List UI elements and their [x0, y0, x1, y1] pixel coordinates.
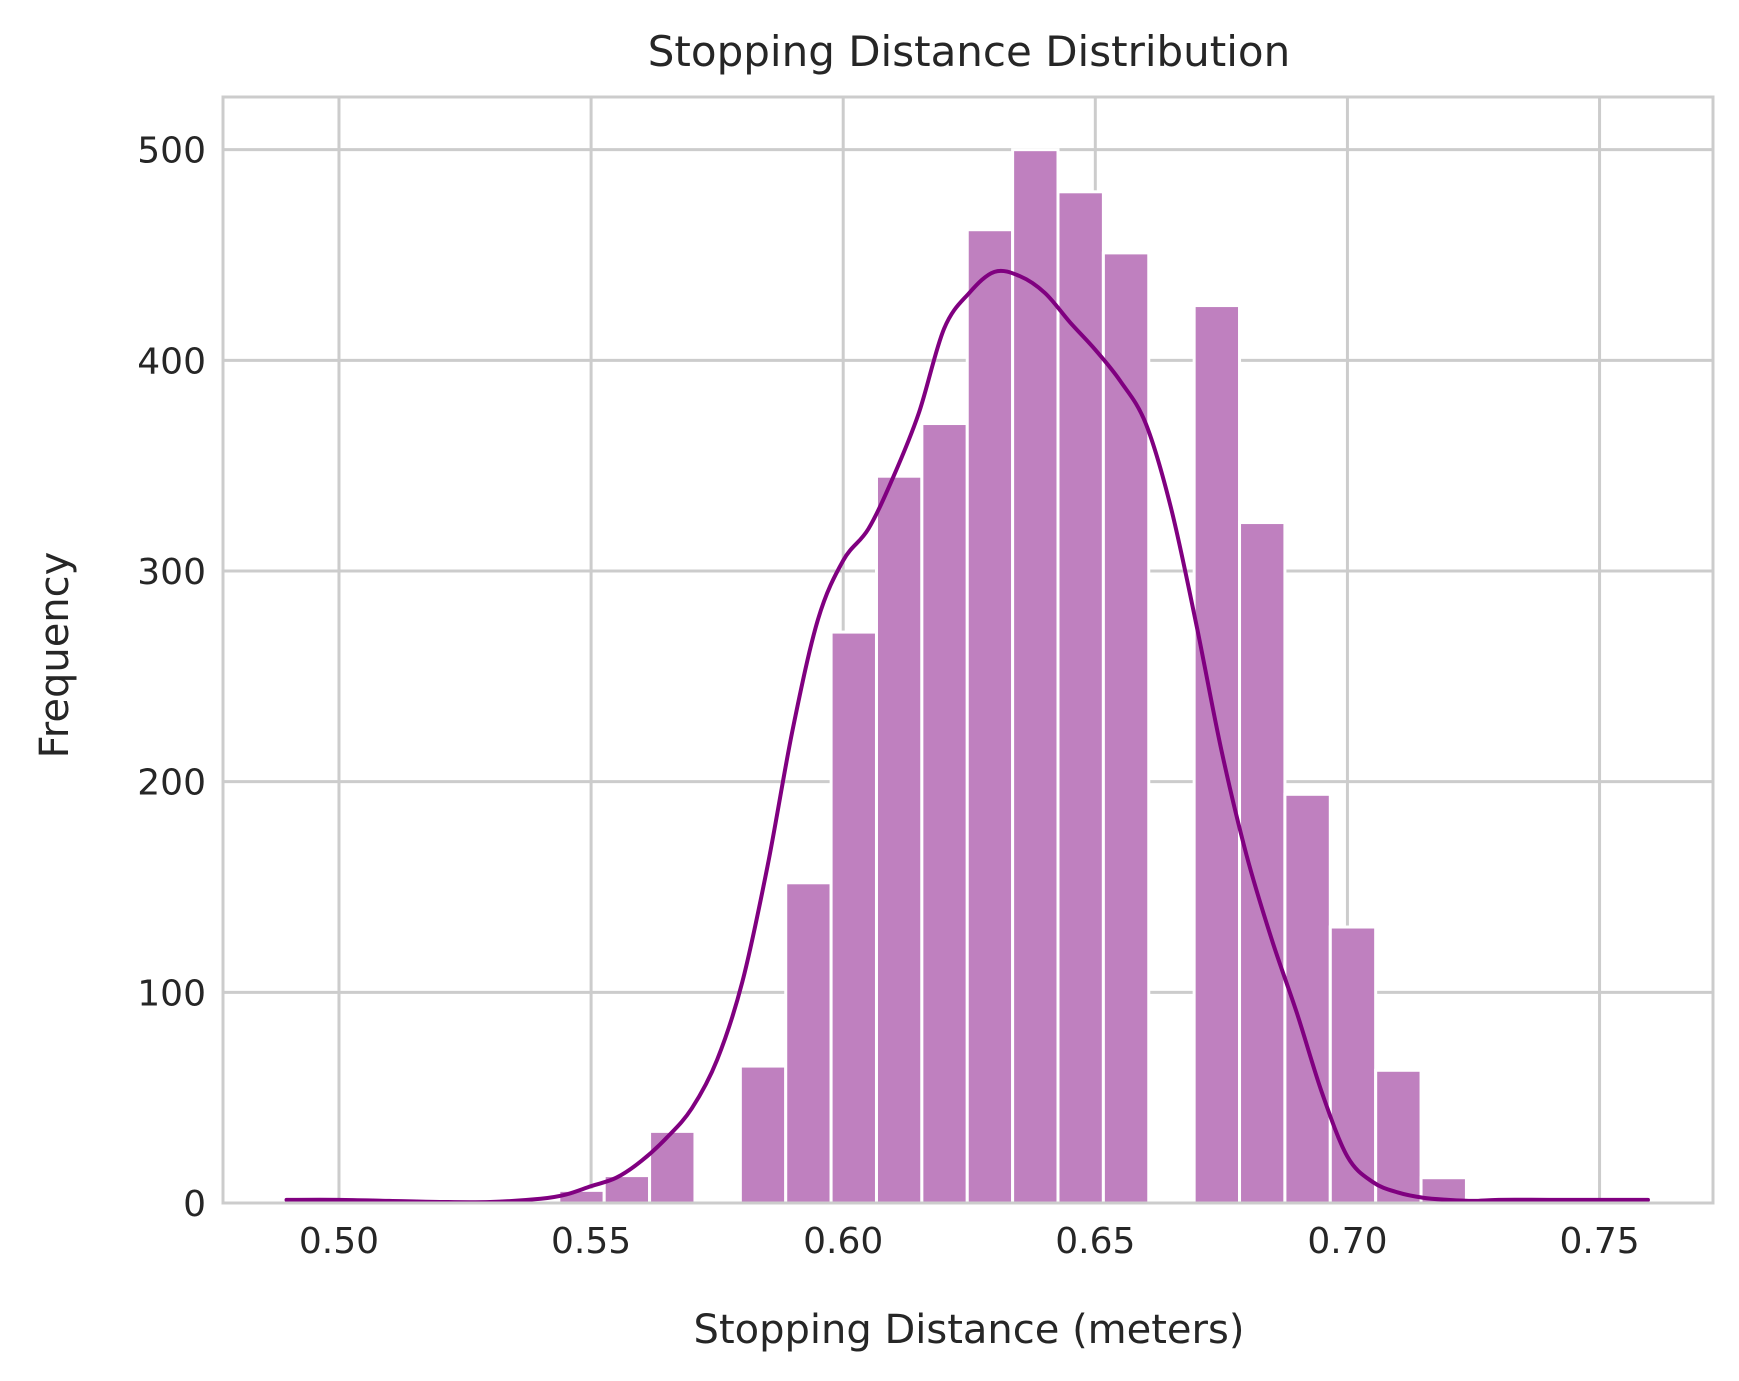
y-axis-label: Frequency: [32, 552, 78, 759]
x-tick-label: 0.60: [803, 1221, 883, 1262]
histogram-bar: [920, 422, 969, 1205]
y-tick-label: 100: [137, 973, 206, 1014]
histogram-bar: [1101, 251, 1151, 1205]
x-axis-label: Stopping Distance (meters): [694, 1307, 1245, 1353]
histogram-bar: [1374, 1068, 1423, 1205]
y-tick-label: 500: [137, 131, 206, 172]
histogram-bar: [829, 630, 878, 1205]
histogram-bar: [784, 881, 833, 1205]
histogram-bar: [874, 474, 924, 1205]
x-tick-label: 0.50: [299, 1221, 379, 1262]
x-tick-label: 0.75: [1559, 1221, 1639, 1262]
histogram-bar: [738, 1064, 788, 1205]
y-tick-label: 0: [183, 1184, 206, 1225]
kde-density-line: [284, 268, 1650, 1205]
histogram-bar: [965, 228, 1015, 1205]
histogram-bar: [1238, 521, 1287, 1205]
x-tick-label: 0.65: [1055, 1221, 1135, 1262]
histogram-bar: [648, 1129, 697, 1205]
x-tick-label: 0.55: [551, 1221, 631, 1262]
histogram-bar: [1192, 304, 1242, 1205]
y-tick-label: 400: [137, 341, 206, 382]
y-tick-label: 200: [137, 763, 206, 804]
x-axis-ticks: 0.50 0.55 0.60 0.65 0.70 0.75: [299, 1221, 1640, 1262]
histogram-bars: [285, 148, 1650, 1205]
y-tick-label: 300: [137, 552, 206, 593]
chart-title: Stopping Distance Distribution: [648, 27, 1290, 76]
x-tick-label: 0.70: [1307, 1221, 1387, 1262]
histogram-bar: [1011, 148, 1060, 1205]
y-axis-ticks: 0 100 200 300 400 500: [137, 131, 206, 1225]
histogram-bar: [1328, 925, 1378, 1205]
histogram-bar: [1056, 190, 1105, 1205]
plot-frame: [221, 95, 1715, 1205]
